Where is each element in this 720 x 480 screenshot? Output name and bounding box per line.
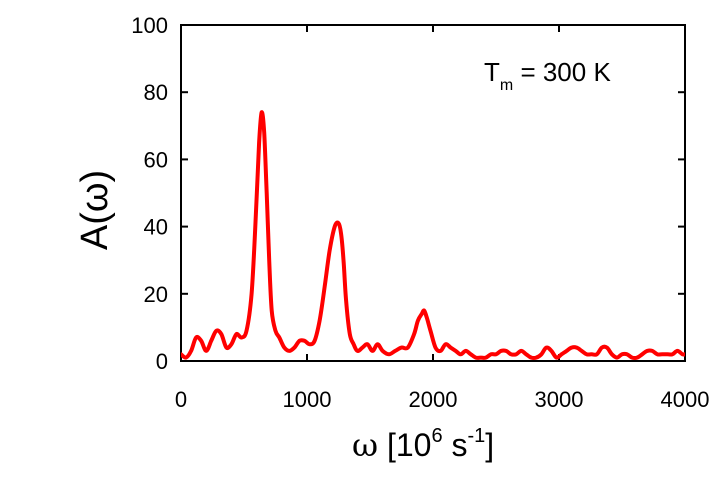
x-axis-title-mid: s [443,427,468,463]
x-axis-title-open: [10 [378,427,431,463]
annotation-main: T [484,57,500,87]
series-line-0 [181,110,685,361]
y-tick-label: 0 [156,349,168,374]
x-tick-label: 0 [175,387,187,412]
annotation-temperature: Tm = 300 K [484,57,611,94]
x-axis-title: ω [106 s-1] [352,425,494,464]
y-tick-label: 20 [144,282,168,307]
y-tick-label: 40 [144,215,168,240]
x-tick-label: 4000 [661,387,710,412]
x-tick-label: 2000 [409,387,458,412]
annotation-rest: = 300 K [513,57,611,87]
y-tick-label: 60 [144,147,168,172]
y-tick-label: 100 [131,13,168,38]
y-tick-label: 80 [144,80,168,105]
x-axis-title-exponent2: -1 [467,425,485,447]
x-axis-title-close: ] [485,427,494,463]
x-axis-title-exponent: 6 [431,425,442,447]
annotation-subscript: m [500,77,513,94]
x-tick-label: 1000 [283,387,332,412]
y-axis-title: A(ω) [74,170,116,250]
y-axis: 0 20 40 60 80 100 [131,13,685,374]
x-axis: 0 1000 2000 3000 4000 [175,25,710,412]
x-axis-title-symbol: ω [352,426,378,464]
x-tick-label: 3000 [535,387,584,412]
series-layer [181,110,685,361]
